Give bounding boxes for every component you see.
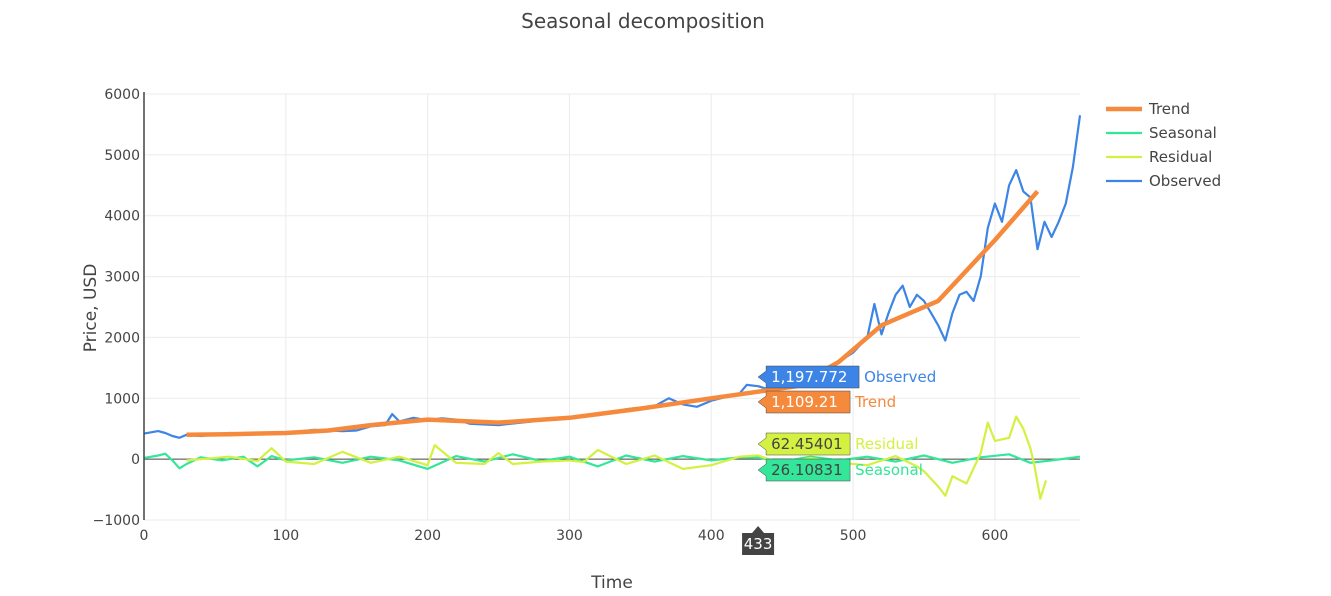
- y-tick-label: 6000: [104, 87, 140, 103]
- x-tick-label: 400: [698, 528, 725, 544]
- hover-series-name: Trend: [854, 393, 896, 411]
- legend-label: Trend: [1148, 100, 1190, 118]
- axes: 0 100 200 300 400 500 600−10000100020003000400…: [93, 87, 1009, 544]
- x-tick-label: 600: [982, 528, 1009, 544]
- x-tick-label: 0: [140, 528, 149, 544]
- legend-label: Residual: [1149, 148, 1212, 166]
- hover-series-name: Observed: [864, 368, 936, 386]
- y-tick-label: 5000: [104, 148, 140, 164]
- chart-title: Seasonal decomposition: [521, 9, 765, 33]
- hover-value-box: [757, 390, 851, 414]
- x-tick-label: 300: [556, 528, 583, 544]
- hover-series-name: Seasonal: [855, 461, 923, 479]
- legend[interactable]: Trend Seasonal Residual Observed: [1106, 100, 1221, 190]
- series-line-residual[interactable]: [186, 415, 1048, 500]
- legend-label: Observed: [1149, 172, 1221, 190]
- legend-label: Seasonal: [1149, 124, 1217, 142]
- y-tick-label: 1000: [104, 391, 140, 407]
- y-tick-label: −1000: [93, 513, 140, 529]
- hover-x-pointer: [752, 526, 765, 533]
- hover-label-trend: 1,109.21 Trend: [757, 390, 896, 414]
- hover-value-text: 26.10831: [771, 461, 843, 479]
- legend-item-observed[interactable]: Observed: [1106, 172, 1221, 190]
- hover-label-observed: 1,197.772 Observed: [757, 365, 936, 389]
- y-tick-label: 0: [131, 452, 140, 468]
- hover-value-box: [757, 458, 851, 482]
- hover-label-seasonal: 26.10831 Seasonal: [757, 458, 923, 482]
- series-line-trend[interactable]: [186, 189, 1040, 438]
- y-tick-label: 4000: [104, 209, 140, 225]
- x-tick-label: 500: [840, 528, 867, 544]
- x-tick-label: 100: [272, 528, 299, 544]
- hover-x-text: 433: [744, 535, 773, 553]
- series-layer: [143, 115, 1082, 500]
- hover-value-text: 1,197.772: [771, 368, 847, 386]
- legend-item-trend[interactable]: Trend: [1106, 100, 1190, 118]
- series-line-observed[interactable]: [143, 115, 1082, 439]
- hover-value-box: [757, 432, 851, 456]
- y-axis-title: Price, USD: [81, 264, 101, 353]
- hover-series-name: Residual: [855, 435, 918, 453]
- legend-item-seasonal[interactable]: Seasonal: [1106, 124, 1217, 142]
- y-tick-label: 2000: [104, 330, 140, 346]
- hover-value-text: 62.45401: [771, 435, 843, 453]
- x-tick-label: 200: [414, 528, 441, 544]
- legend-item-residual[interactable]: Residual: [1106, 148, 1212, 166]
- hover-value-box: [757, 365, 860, 389]
- hover-value-text: 1,109.21: [771, 393, 838, 411]
- y-tick-label: 3000: [104, 270, 140, 286]
- hover-x-box: [742, 533, 775, 555]
- x-axis-title: Time: [590, 573, 633, 593]
- hover-label-residual: 62.45401 Residual: [757, 432, 918, 456]
- grid: [143, 93, 1080, 521]
- hover-layer: 433 1,197.772 Observed 1,109.21 Trend 62.4540…: [742, 365, 936, 555]
- hover-x-label: 433: [742, 526, 775, 555]
